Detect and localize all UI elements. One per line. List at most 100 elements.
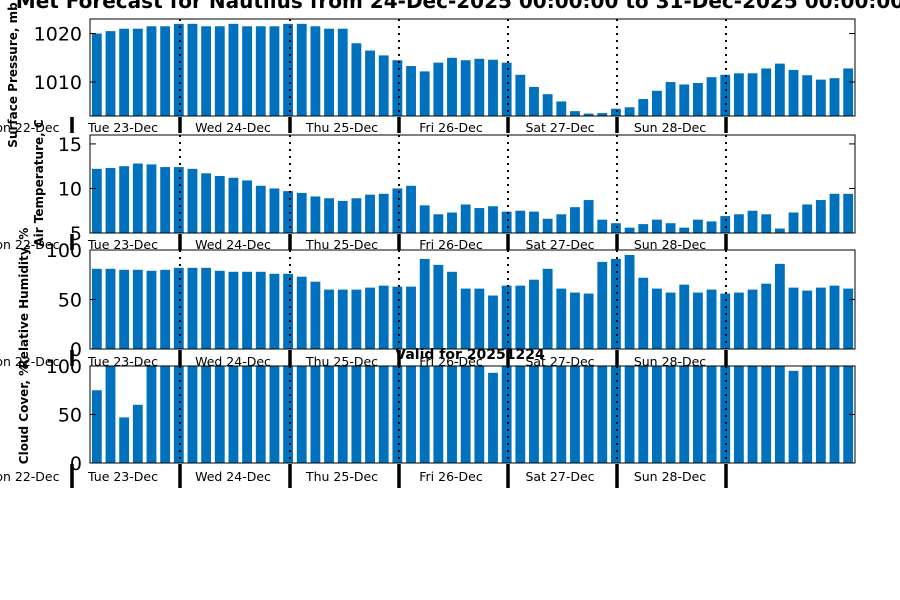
bar <box>843 366 854 463</box>
bar <box>160 167 171 233</box>
bar <box>378 285 389 349</box>
y-tick-label: 100 <box>46 356 82 378</box>
bar <box>419 71 430 116</box>
bar <box>460 366 471 463</box>
bar <box>624 227 635 233</box>
bar <box>583 200 594 233</box>
bar <box>433 366 444 463</box>
axes-box <box>89 18 856 117</box>
bar <box>611 223 621 233</box>
bar <box>542 366 553 463</box>
bar <box>146 26 157 116</box>
bar <box>351 289 362 349</box>
bar <box>201 26 212 116</box>
bar <box>761 214 772 233</box>
bar <box>378 193 389 233</box>
bar <box>761 366 772 463</box>
bar <box>460 204 471 233</box>
x-tick-label: Thu 25-Dec <box>305 354 378 369</box>
bar <box>802 204 813 233</box>
bar <box>474 58 485 116</box>
bar <box>597 113 608 116</box>
bar <box>173 267 184 349</box>
bar <box>242 271 253 349</box>
bar <box>815 366 826 463</box>
bar <box>815 79 826 117</box>
bar <box>597 366 608 463</box>
bar <box>242 26 253 116</box>
bar <box>692 83 703 116</box>
x-tick-label: Sat 27-Dec <box>525 354 594 369</box>
bar <box>638 99 649 116</box>
bar <box>733 73 744 116</box>
bar <box>720 216 731 233</box>
bar <box>542 94 553 116</box>
bar <box>228 177 239 233</box>
bar <box>460 60 471 116</box>
x-tick-label: Mon 22-Dec <box>0 237 60 252</box>
bar <box>624 366 635 463</box>
bar <box>515 74 526 116</box>
bar <box>829 366 840 463</box>
bar <box>488 59 498 116</box>
bar <box>515 210 526 233</box>
bar <box>365 366 375 463</box>
bar <box>378 366 389 463</box>
bar <box>788 370 799 463</box>
bar <box>365 287 375 349</box>
bar <box>679 84 690 116</box>
bar <box>160 269 171 349</box>
bar <box>433 62 444 116</box>
bar <box>570 111 580 116</box>
bar <box>529 86 539 116</box>
y-tick-label: 1010 <box>34 72 82 94</box>
x-tick-label: Tue 23-Dec <box>87 354 158 369</box>
bar <box>583 366 594 463</box>
bar <box>324 289 334 349</box>
bar <box>132 404 143 463</box>
bar <box>720 74 731 116</box>
bar <box>556 366 567 463</box>
bar <box>474 366 485 463</box>
bar <box>392 188 403 233</box>
bar <box>761 283 772 349</box>
bar <box>638 224 649 233</box>
bar <box>706 221 717 233</box>
bar <box>843 68 854 116</box>
bar <box>488 295 498 349</box>
bar <box>761 68 772 116</box>
bar <box>283 273 293 349</box>
bar <box>91 268 102 349</box>
bar <box>515 285 526 349</box>
x-tick-label: Mon 22-Dec <box>0 354 60 369</box>
bar <box>515 366 526 463</box>
bar <box>652 219 662 233</box>
bar <box>269 26 280 116</box>
bar <box>679 366 690 463</box>
bar <box>337 366 348 463</box>
bar <box>611 108 621 116</box>
bar <box>406 286 416 349</box>
x-tick-label: Wed 24-Dec <box>195 120 271 135</box>
bar <box>283 23 293 117</box>
bar <box>324 366 334 463</box>
bar <box>173 167 184 233</box>
bar <box>433 264 444 349</box>
x-tick-label: Mon 22-Dec <box>0 120 60 135</box>
bar <box>406 366 416 463</box>
bar <box>501 285 512 349</box>
bar <box>583 113 594 116</box>
x-tick-label: Thu 25-Dec <box>305 237 378 252</box>
x-tick-label: Mon 22-Dec <box>0 469 60 484</box>
bar <box>692 219 703 233</box>
bar <box>501 366 512 463</box>
bar <box>419 366 430 463</box>
bar <box>542 218 553 233</box>
bar <box>214 26 225 116</box>
bar <box>214 366 225 463</box>
bar <box>187 23 198 117</box>
bar <box>242 180 253 233</box>
bar <box>283 191 293 233</box>
bar <box>406 185 416 233</box>
bar <box>91 390 102 463</box>
